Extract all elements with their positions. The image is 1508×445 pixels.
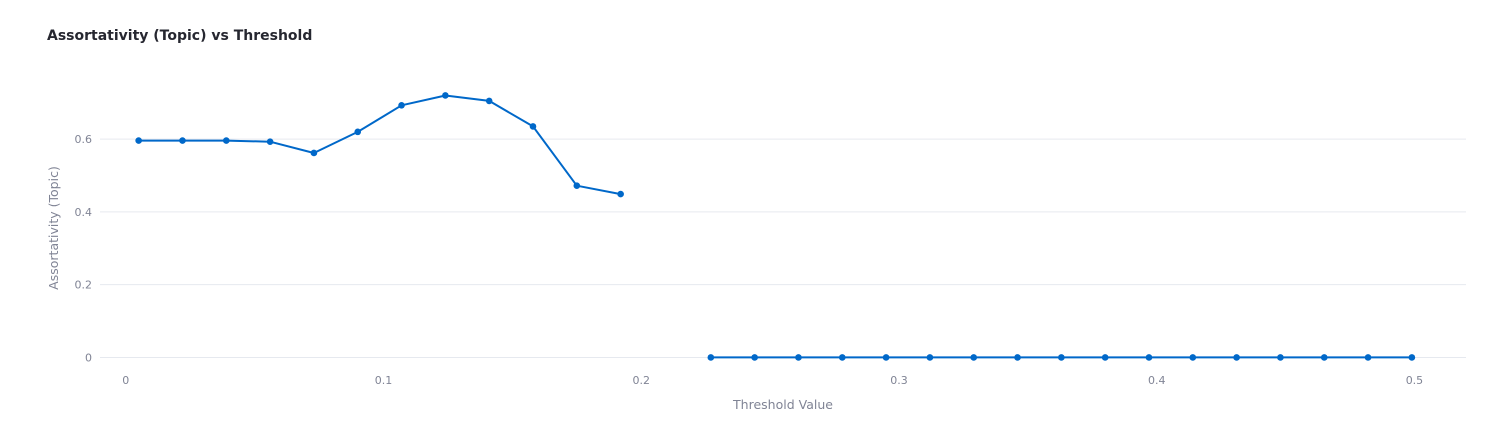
data-point[interactable] [838,354,846,361]
data-point[interactable] [1320,354,1328,361]
y-axis-title: Assortativity (Topic) [46,166,61,290]
chart-title: Assortativity (Topic) vs Threshold [47,28,313,44]
data-point[interactable] [1364,354,1372,361]
data-point[interactable] [354,128,362,136]
x-tick-label: 0.1 [375,374,393,387]
data-point[interactable] [795,354,802,361]
data-point[interactable] [135,137,142,144]
data-point[interactable] [751,354,758,361]
data-point[interactable] [1277,354,1284,361]
x-tick-label: 0.5 [1406,374,1424,387]
data-point[interactable] [1101,354,1109,361]
data-point[interactable] [222,137,230,144]
data-point[interactable] [707,354,715,361]
data-point[interactable] [485,97,493,105]
x-tick-labels: 0 0.1 0.2 0.3 0.4 0.5 [122,374,1423,387]
x-tick-label: 0 [122,374,129,387]
x-tick-label: 0.3 [890,374,908,387]
data-point[interactable] [529,123,537,130]
data-point[interactable] [310,149,318,157]
x-tick-label: 0.2 [632,374,650,387]
series-layer [135,92,1416,361]
data-point[interactable] [617,190,624,198]
x-axis-title: Threshold Value [732,397,833,412]
data-point[interactable] [926,354,934,361]
data-point[interactable] [1145,354,1153,361]
series-line-1 [137,94,622,196]
x-tick-label: 0.4 [1148,374,1166,387]
grid-layer [100,138,1466,358]
data-point[interactable] [1058,354,1065,361]
y-tick-label: 0.4 [75,206,93,219]
y-tick-label: 0.6 [75,133,93,146]
data-point[interactable] [442,92,449,99]
data-point[interactable] [882,354,890,361]
y-tick-label: 0.2 [75,279,93,292]
data-point[interactable] [1014,354,1021,361]
data-point[interactable] [970,354,978,361]
y-tick-labels: 0 0.2 0.4 0.6 [75,133,93,364]
data-point[interactable] [179,137,186,144]
y-tick-label: 0 [85,351,92,364]
data-point[interactable] [573,182,581,190]
data-point[interactable] [266,138,274,145]
data-point[interactable] [398,101,405,109]
data-point[interactable] [1189,354,1197,361]
data-point[interactable] [1408,354,1416,361]
data-point[interactable] [1233,354,1240,361]
